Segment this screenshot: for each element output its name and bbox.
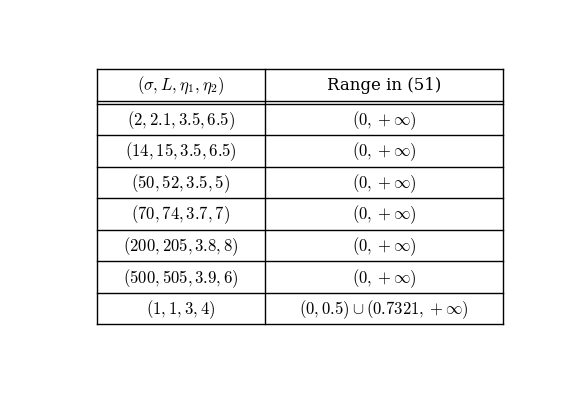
Text: $(500, 505, 3.9, 6)$: $(500, 505, 3.9, 6)$	[123, 266, 238, 289]
Text: $(50, 52, 3.5, 5)$: $(50, 52, 3.5, 5)$	[131, 172, 230, 195]
Text: $(0, +\infty)$: $(0, +\infty)$	[351, 109, 416, 132]
Text: $(0, +\infty)$: $(0, +\infty)$	[351, 235, 416, 257]
Text: $(70, 74, 3.7, 7)$: $(70, 74, 3.7, 7)$	[131, 203, 230, 226]
Text: $(0, +\infty)$: $(0, +\infty)$	[351, 203, 416, 226]
Text: $(\sigma, L, \eta_1, \eta_2)$: $(\sigma, L, \eta_1, \eta_2)$	[137, 74, 225, 97]
Text: $(0, 0.5) \cup (0.7321, +\infty)$: $(0, 0.5) \cup (0.7321, +\infty)$	[299, 298, 469, 320]
Text: $(14, 15, 3.5, 6.5)$: $(14, 15, 3.5, 6.5)$	[125, 140, 237, 163]
Text: $(200, 205, 3.8, 8)$: $(200, 205, 3.8, 8)$	[123, 235, 238, 257]
Text: $(0, +\infty)$: $(0, +\infty)$	[351, 140, 416, 163]
Text: Range in (51): Range in (51)	[327, 77, 441, 94]
Text: $(0, +\infty)$: $(0, +\infty)$	[351, 172, 416, 195]
Text: $(0, +\infty)$: $(0, +\infty)$	[351, 266, 416, 289]
Text: $(2, 2.1, 3.5, 6.5)$: $(2, 2.1, 3.5, 6.5)$	[127, 109, 235, 132]
Text: $(1, 1, 3, 4)$: $(1, 1, 3, 4)$	[146, 298, 215, 320]
